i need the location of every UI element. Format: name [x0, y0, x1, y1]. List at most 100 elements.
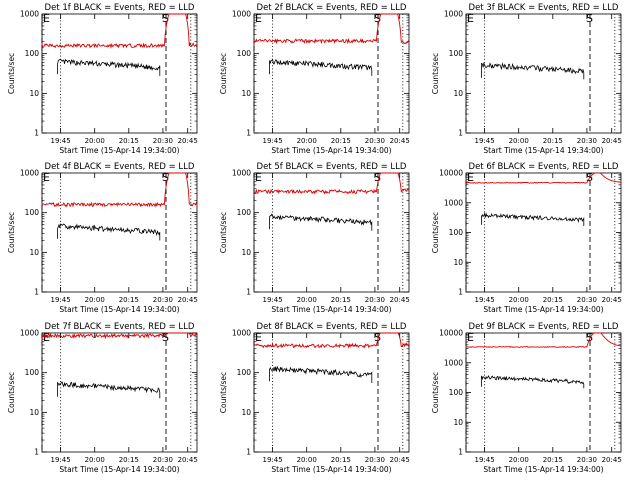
x-axis-label: Start Time (15-Apr-14 19:34:00) [59, 465, 179, 474]
x-tick-label: 19:45 [475, 296, 495, 304]
x-tick-label: 20:30 [153, 456, 173, 464]
x-tick-label: 20:15 [119, 137, 139, 145]
lld-line [465, 172, 621, 184]
y-tick-label: 100 [25, 208, 40, 217]
lld-line [465, 332, 622, 348]
time-marker-label: S [162, 12, 169, 25]
y-tick-label: 10000 [439, 169, 463, 178]
x-tick-label: 20:00 [297, 137, 317, 145]
y-tick-label: 1000 [444, 358, 463, 367]
x-tick-label: 20:30 [153, 296, 173, 304]
plot-frame [41, 332, 198, 453]
y-tick-label: 1 [34, 288, 39, 297]
time-marker-label: S [162, 331, 169, 344]
y-axis-label: Counts/sec [219, 212, 228, 253]
y-tick-label: 1 [246, 288, 251, 297]
y-tick-label: 100 [237, 368, 252, 377]
y-tick-label: 1 [458, 129, 463, 138]
y-tick-label: 1000 [444, 10, 463, 19]
y-axis-label: Counts/sec [431, 372, 440, 413]
y-tick-label: 1 [458, 448, 463, 457]
panel-det-2: Det 2f BLACK = Events, RED = LLD Counts/s… [219, 3, 410, 155]
x-tick-label: 20:00 [85, 296, 105, 304]
y-axis-label: Counts/sec [7, 212, 16, 253]
panel-det-5: Det 5f BLACK = Events, RED = LLD Counts/s… [219, 162, 410, 314]
plot-frame [465, 172, 622, 293]
x-tick-label: 20:00 [297, 296, 317, 304]
y-tick-label: 100 [449, 228, 464, 237]
y-axis-label: Counts/sec [431, 212, 440, 253]
events-line [481, 374, 585, 389]
x-tick-label: 20:00 [85, 137, 105, 145]
panel-title: Det 8f BLACK = Events, RED = LLD [257, 322, 407, 332]
x-tick-label: 20:30 [577, 296, 597, 304]
y-tick-label: 10 [29, 408, 39, 417]
y-tick-label: 10 [453, 418, 463, 427]
time-marker-label: S [374, 171, 381, 184]
y-axis-label: Counts/sec [431, 53, 440, 94]
y-tick-label: 1000 [232, 329, 251, 338]
y-tick-label: 100 [449, 49, 464, 58]
y-tick-label: 1 [246, 448, 251, 457]
x-tick-label: 20:15 [119, 296, 139, 304]
x-tick-label: 20:00 [509, 137, 529, 145]
x-tick-label: 20:00 [85, 456, 105, 464]
x-tick-label: 20:45 [178, 296, 198, 304]
time-marker-label: E [43, 12, 50, 25]
y-tick-label: 1 [34, 448, 39, 457]
y-tick-label: 1000 [232, 169, 251, 178]
lld-line [253, 172, 410, 195]
y-tick-label: 1 [246, 129, 251, 138]
x-tick-label: 20:45 [390, 296, 410, 304]
events-line [269, 213, 373, 231]
time-marker-label: E [255, 12, 262, 25]
x-tick-label: 20:45 [602, 296, 622, 304]
panel-det-8: Det 8f BLACK = Events, RED = LLD Counts/s… [219, 322, 410, 474]
time-marker-label: S [586, 331, 593, 344]
time-marker-label: E [467, 12, 474, 25]
x-tick-label: 20:30 [577, 137, 597, 145]
time-marker-label: S [374, 331, 381, 344]
time-marker-label: E [467, 171, 474, 184]
y-tick-label: 10 [29, 248, 39, 257]
x-tick-label: 20:15 [331, 456, 351, 464]
lld-line [41, 172, 198, 208]
panel-det-1: Det 1f BLACK = Events, RED = LLD Counts/s… [7, 3, 198, 155]
panel-det-7: Det 7f BLACK = Events, RED = LLD Counts/s… [7, 322, 198, 474]
y-axis-label: Counts/sec [219, 372, 228, 413]
x-tick-label: 19:45 [51, 456, 71, 464]
time-marker-label: E [255, 171, 262, 184]
x-tick-label: 20:00 [297, 456, 317, 464]
x-tick-label: 19:45 [263, 456, 283, 464]
panel-det-4: Det 4f BLACK = Events, RED = LLD Counts/s… [7, 162, 198, 314]
x-tick-label: 20:30 [365, 137, 385, 145]
x-axis-label: Start Time (15-Apr-14 19:34:00) [483, 305, 603, 314]
x-tick-label: 20:15 [119, 456, 139, 464]
time-marker-label: S [162, 171, 169, 184]
time-marker-label: E [43, 171, 50, 184]
y-tick-label: 10 [29, 89, 39, 98]
x-tick-label: 20:45 [178, 456, 198, 464]
events-line [57, 223, 161, 241]
panel-det-6: Det 6f BLACK = Events, RED = LLD Counts/s… [431, 162, 622, 314]
x-tick-label: 19:45 [263, 296, 283, 304]
x-axis-label: Start Time (15-Apr-14 19:34:00) [483, 465, 603, 474]
x-tick-label: 20:30 [577, 456, 597, 464]
plot-frame [253, 332, 410, 453]
y-tick-label: 100 [25, 368, 40, 377]
lld-line [253, 332, 410, 349]
y-tick-label: 1 [458, 288, 463, 297]
panel-det-9: Det 9f BLACK = Events, RED = LLD Counts/s… [431, 322, 622, 474]
panel-title: Det 5f BLACK = Events, RED = LLD [257, 162, 407, 172]
plot-frame [253, 13, 410, 134]
x-tick-label: 20:45 [390, 456, 410, 464]
panel-title: Det 2f BLACK = Events, RED = LLD [257, 3, 407, 13]
panel-det-3: Det 3f BLACK = Events, RED = LLD Counts/s… [431, 3, 622, 155]
time-marker-label: S [374, 12, 381, 25]
x-tick-label: 20:45 [602, 137, 622, 145]
y-tick-label: 10 [453, 89, 463, 98]
y-tick-label: 1000 [232, 10, 251, 19]
events-line [269, 58, 373, 76]
panel-title: Det 9f BLACK = Events, RED = LLD [469, 322, 619, 332]
